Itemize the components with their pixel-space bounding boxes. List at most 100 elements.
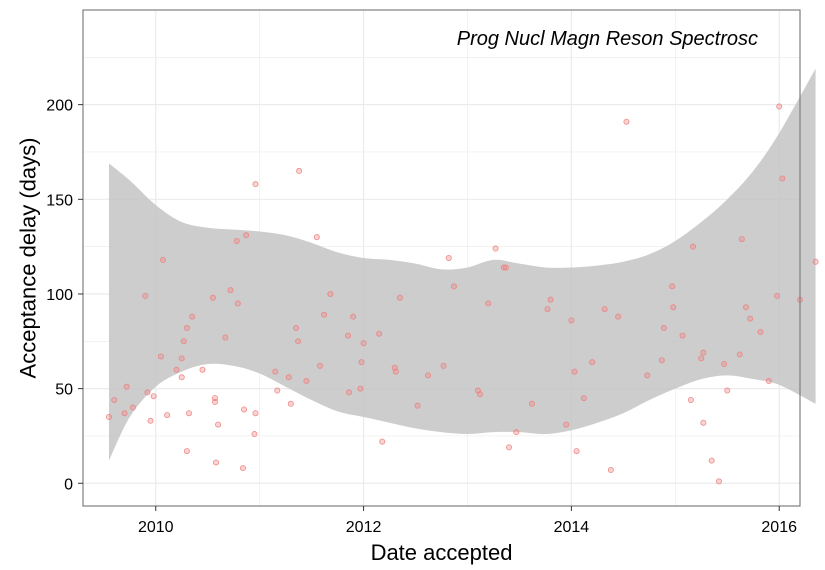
data-point: [293, 325, 300, 332]
data-point: [376, 330, 383, 337]
data-point: [350, 313, 357, 320]
data-point: [513, 429, 520, 436]
data-point: [251, 431, 258, 438]
data-point: [252, 181, 259, 188]
x-tick-label: 2016: [761, 519, 797, 536]
y-tick-label: 200: [46, 98, 73, 115]
data-point: [121, 410, 128, 417]
data-point: [313, 234, 320, 241]
data-point: [296, 167, 303, 174]
data-point: [485, 300, 492, 307]
data-point: [670, 304, 677, 311]
points: [105, 103, 819, 485]
y-tick-label: 0: [64, 476, 73, 493]
data-point: [379, 438, 386, 445]
data-point: [183, 448, 190, 455]
data-point: [358, 359, 365, 366]
data-point: [687, 396, 694, 403]
data-point: [303, 378, 310, 385]
data-point: [240, 465, 247, 472]
data-point: [738, 236, 745, 243]
data-point: [241, 406, 248, 413]
data-point: [414, 402, 421, 409]
x-tick-label: 2012: [346, 519, 382, 536]
data-point: [178, 374, 185, 381]
data-point: [492, 245, 499, 252]
data-point: [189, 313, 196, 320]
data-point: [765, 378, 772, 385]
data-point: [424, 372, 431, 379]
y-axis-title: Acceptance delay (days): [16, 138, 41, 379]
data-point: [506, 444, 513, 451]
data-point: [563, 421, 570, 428]
data-point: [346, 389, 353, 396]
data-point: [111, 396, 118, 403]
data-point: [450, 283, 457, 290]
data-point: [812, 258, 819, 265]
data-point: [295, 338, 302, 345]
smooth-confidence-band: [108, 68, 816, 461]
x-axis-title: Date accepted: [371, 540, 513, 565]
data-point: [571, 368, 578, 375]
data-point: [211, 398, 218, 405]
data-point: [623, 118, 630, 125]
data-point: [157, 353, 164, 360]
data-point: [601, 306, 608, 313]
data-point: [724, 387, 731, 394]
confidence-band: [108, 68, 816, 461]
data-point: [607, 467, 614, 474]
data-point: [644, 372, 651, 379]
data-point: [227, 287, 234, 294]
data-point: [721, 361, 728, 368]
data-point: [252, 410, 259, 417]
data-point: [660, 325, 667, 332]
data-point: [736, 351, 743, 358]
data-point: [776, 103, 783, 110]
data-point: [222, 334, 229, 341]
data-point: [233, 237, 240, 244]
data-point: [547, 296, 554, 303]
data-point: [658, 357, 665, 364]
data-point: [500, 264, 507, 271]
data-point: [344, 332, 351, 339]
data-point: [568, 317, 575, 324]
data-point: [183, 325, 190, 332]
data-point: [669, 283, 676, 290]
data-point: [357, 385, 364, 392]
data-point: [272, 368, 279, 375]
data-point: [757, 328, 764, 335]
data-point: [144, 389, 151, 396]
data-point: [615, 313, 622, 320]
data-point: [287, 400, 294, 407]
data-point: [445, 254, 452, 261]
data-point: [180, 338, 187, 345]
data-point: [142, 292, 149, 299]
data-point: [580, 395, 587, 402]
data-point: [589, 359, 596, 366]
y-tick-label: 50: [55, 382, 73, 399]
data-point: [164, 412, 171, 419]
data-point: [150, 393, 157, 400]
data-point: [708, 457, 715, 464]
data-point: [285, 374, 292, 381]
data-point: [185, 410, 192, 417]
data-point: [528, 400, 535, 407]
x-tick-label: 2010: [138, 519, 174, 536]
data-point: [502, 264, 509, 271]
data-point: [213, 459, 220, 466]
data-point: [147, 417, 154, 424]
y-tick-label: 100: [46, 287, 73, 304]
data-point: [123, 383, 130, 390]
data-point: [544, 306, 551, 313]
y-tick-label: 150: [46, 192, 73, 209]
data-point: [698, 355, 705, 362]
data-point: [392, 368, 399, 375]
data-point: [573, 448, 580, 455]
chart-title: Prog Nucl Magn Reson Spectrosc: [457, 28, 758, 50]
data-point: [105, 414, 112, 421]
data-point: [243, 232, 250, 239]
data-point: [440, 362, 447, 369]
data-point: [396, 294, 403, 301]
data-point: [274, 387, 281, 394]
data-point: [129, 404, 136, 411]
